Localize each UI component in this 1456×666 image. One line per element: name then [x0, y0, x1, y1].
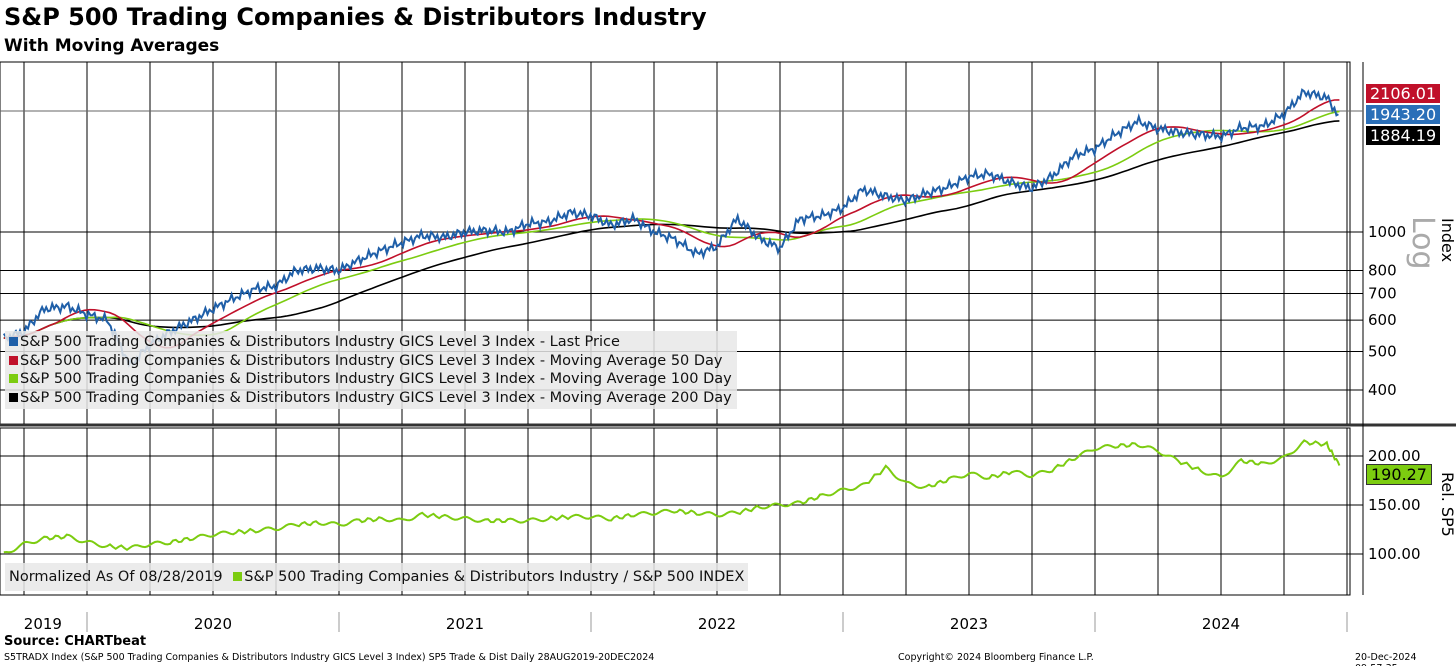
- legend-label: S&P 500 Trading Companies & Distributors…: [20, 334, 620, 350]
- y-tick-label: 200.00: [1368, 447, 1421, 465]
- x-tick-label: 2024: [1202, 615, 1240, 633]
- legend-entry-price: S&P 500 Trading Companies & Distributors…: [9, 333, 733, 352]
- y-axis-label-rel: Rel. SP5: [1438, 472, 1456, 537]
- copyright: Copyright© 2024 Bloomberg Finance L.P.: [898, 652, 1094, 663]
- legend-entry-ma50: S&P 500 Trading Companies & Distributors…: [9, 352, 733, 371]
- legend-label: S&P 500 Trading Companies & Distributors…: [20, 389, 732, 406]
- y-tick-label: 1000: [1368, 223, 1406, 241]
- ma200-last-value-tag: 1884.19: [1366, 126, 1441, 145]
- y-tick-label: 600: [1368, 311, 1397, 329]
- y-tick-label: 500: [1368, 343, 1397, 361]
- legend-swatch: [9, 374, 18, 383]
- ticker-description: S5TRADX Index (S&P 500 Trading Companies…: [4, 652, 655, 663]
- y-tick-label: 100.00: [1368, 545, 1421, 563]
- relative-legend: Normalized As Of 08/28/2019 S&P 500 Trad…: [5, 563, 749, 591]
- legend-swatch: [233, 572, 243, 581]
- legend-swatch: [9, 355, 18, 365]
- timestamp: 20-Dec-2024 09:57:35: [1355, 652, 1417, 666]
- series-line-ma200: [3, 120, 1340, 339]
- legend-label: S&P 500 Trading Companies & Distributors…: [20, 371, 732, 387]
- x-tick-label: 2019: [24, 615, 62, 633]
- legend-swatch: [9, 392, 18, 402]
- source-label: Source: CHARTbeat: [4, 634, 147, 649]
- series-line-price: [2, 88, 1339, 368]
- relative-last-value-tag: 190.27: [1366, 464, 1432, 485]
- y-tick-label: 800: [1368, 261, 1397, 279]
- series-line-ma50: [3, 99, 1340, 349]
- y-axis-label-index: Index: [1438, 218, 1456, 263]
- legend-label: S&P 500 Trading Companies & Distributors…: [20, 352, 723, 369]
- legend-entry-ma100: S&P 500 Trading Companies & Distributors…: [9, 370, 733, 389]
- chart-subtitle: With Moving Averages: [4, 36, 220, 56]
- legend-label: S&P 500 Trading Companies & Distributors…: [244, 569, 745, 585]
- normalized-note: Normalized As Of 08/28/2019: [9, 569, 223, 585]
- series-line-relative: [3, 439, 1341, 554]
- y-tick-label: 700: [1368, 284, 1397, 302]
- y-tick-label: 150.00: [1368, 496, 1421, 514]
- y-tick-label: 400: [1368, 381, 1397, 399]
- chart-title: S&P 500 Trading Companies & Distributors…: [4, 3, 707, 31]
- x-tick-label: 2020: [194, 615, 232, 633]
- series-line-ma100: [3, 110, 1340, 339]
- legend-swatch: [9, 337, 18, 346]
- price-last-value-tag: 1943.20: [1366, 105, 1441, 124]
- log-scale-label: Log: [1405, 216, 1440, 270]
- price-legend: S&P 500 Trading Companies & Distributors…: [5, 331, 737, 409]
- x-tick-label: 2022: [698, 615, 736, 633]
- x-tick-label: 2023: [950, 615, 988, 633]
- legend-entry-ma200: S&P 500 Trading Companies & Distributors…: [9, 389, 733, 408]
- x-tick-label: 2021: [446, 615, 484, 633]
- ma50-last-value-tag: 2106.01: [1366, 84, 1441, 103]
